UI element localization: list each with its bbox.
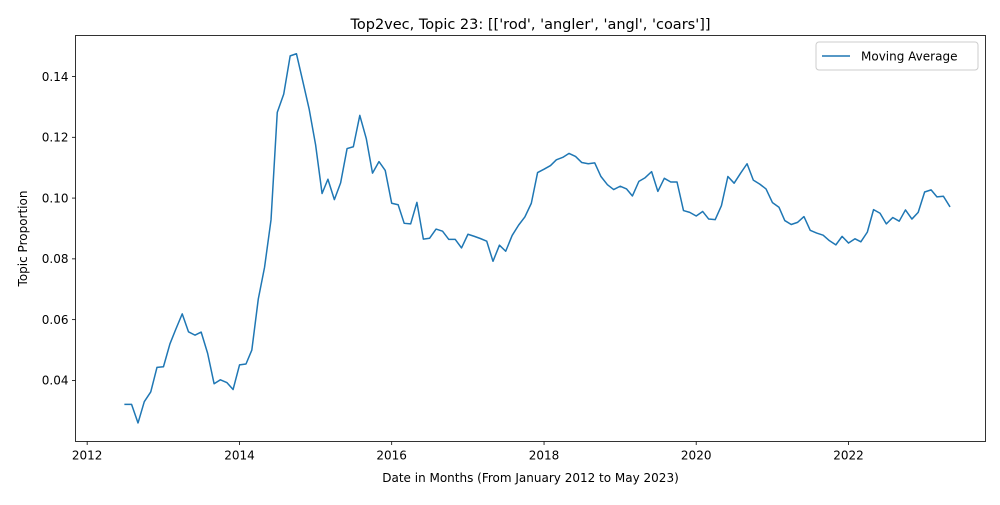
- legend-frame: [815, 41, 979, 71]
- plot-area: [124, 52, 951, 424]
- x-axis-label: Date in Months (From January 2012 to May…: [382, 471, 679, 485]
- x-tick-label: 2012: [72, 449, 103, 463]
- chart-title: Top2vec, Topic 23: [['rod', 'angler', 'a…: [349, 17, 710, 33]
- y-tick-label: 0.14: [42, 70, 69, 84]
- y-tick-label: 0.06: [42, 313, 69, 327]
- y-axis: 0.04 0.06 0.08 0.10 0.12 0.14: [42, 70, 76, 388]
- x-axis: 2012 2014 2016 2018 2020 2022: [72, 441, 864, 463]
- legend-label: Moving Average: [861, 50, 957, 64]
- y-axis-label: Topic Proportion: [16, 191, 30, 288]
- y-tick-label: 0.10: [42, 191, 69, 205]
- legend: Moving Average: [815, 41, 979, 71]
- y-tick-label: 0.08: [42, 252, 69, 266]
- y-tick-label: 0.04: [42, 374, 69, 388]
- x-tick-label: 2016: [376, 449, 407, 463]
- x-tick-label: 2018: [529, 449, 560, 463]
- plot-frame: [75, 35, 986, 442]
- series-line-moving-average: [124, 52, 951, 424]
- x-tick-label: 2020: [681, 449, 712, 463]
- x-tick-label: 2022: [833, 449, 864, 463]
- y-tick-label: 0.12: [42, 131, 69, 145]
- x-tick-label: 2014: [224, 449, 255, 463]
